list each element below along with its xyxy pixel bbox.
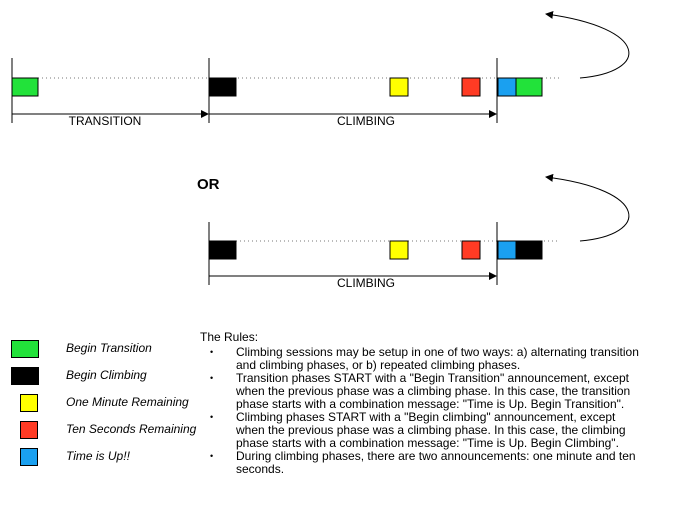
- rule-text: Transition phases START with a "Begin Tr…: [236, 371, 631, 411]
- begin-climbing-marker: [209, 77, 237, 97]
- one-minute-remaining-marker: [389, 240, 409, 260]
- timeline-diagram: TRANSITION CLIMBING OR CLIMBING: [11, 10, 630, 290]
- legend-label: Begin Climbing: [66, 368, 147, 382]
- ten-seconds-remaining-marker: [461, 77, 481, 97]
- rule-item: • Transition phases START with a "Begin T…: [200, 372, 640, 411]
- legend-label: Ten Seconds Remaining: [66, 422, 197, 436]
- timeline-bottom: CLIMBING: [208, 173, 630, 290]
- begin-transition-marker: [515, 77, 543, 97]
- or-label: OR: [197, 176, 220, 193]
- bullet-icon: •: [210, 412, 214, 422]
- legend-item-ten-seconds-remaining: Ten Seconds Remaining: [0, 419, 200, 441]
- rules-list: • Climbing sessions may be setup in one o…: [200, 346, 640, 476]
- repeat-loop-arrow: [545, 173, 630, 242]
- red-swatch-icon: [20, 421, 38, 439]
- legend-label: Time is Up!!: [66, 449, 130, 463]
- timeline-top: TRANSITION CLIMBING: [11, 10, 630, 128]
- climbing-phase-label: CLIMBING: [337, 276, 395, 290]
- legend-label: Begin Transition: [66, 341, 152, 355]
- ten-seconds-remaining-marker: [461, 240, 481, 260]
- rule-item: • Climbing sessions may be setup in one o…: [200, 346, 640, 372]
- repeat-loop-arrow: [545, 10, 630, 79]
- rule-text: During climbing phases, there are two an…: [236, 449, 636, 476]
- rule-text: Climbing sessions may be setup in one of…: [236, 345, 639, 372]
- bullet-icon: •: [210, 347, 214, 357]
- rules-section: The Rules: • Climbing sessions may be set…: [200, 331, 640, 476]
- begin-climbing-marker: [515, 240, 543, 260]
- bullet-icon: •: [210, 451, 214, 461]
- bullet-icon: •: [210, 373, 214, 383]
- legend-item-time-is-up: Time is Up!!: [0, 446, 200, 468]
- rules-title: The Rules:: [200, 330, 259, 344]
- rule-text: Climbing phases START with a "Begin clim…: [236, 410, 626, 450]
- legend-label: One Minute Remaining: [66, 395, 189, 409]
- legend-item-begin-transition: Begin Transition: [0, 338, 200, 360]
- rule-item: • During climbing phases, there are two a…: [200, 450, 640, 476]
- rule-item: • Climbing phases START with a "Begin cli…: [200, 411, 640, 450]
- begin-climbing-marker: [209, 240, 237, 260]
- time-is-up-marker: [497, 240, 517, 260]
- legend-item-one-minute-remaining: One Minute Remaining: [0, 392, 200, 414]
- green-swatch-icon: [11, 340, 39, 358]
- legend-item-begin-climbing: Begin Climbing: [0, 365, 200, 387]
- yellow-swatch-icon: [20, 394, 38, 412]
- blue-swatch-icon: [20, 448, 38, 466]
- begin-transition-marker: [11, 77, 39, 97]
- transition-phase-label: TRANSITION: [69, 114, 142, 128]
- one-minute-remaining-marker: [389, 77, 409, 97]
- time-is-up-marker: [497, 77, 517, 97]
- climbing-phase-label: CLIMBING: [337, 114, 395, 128]
- black-swatch-icon: [11, 367, 39, 385]
